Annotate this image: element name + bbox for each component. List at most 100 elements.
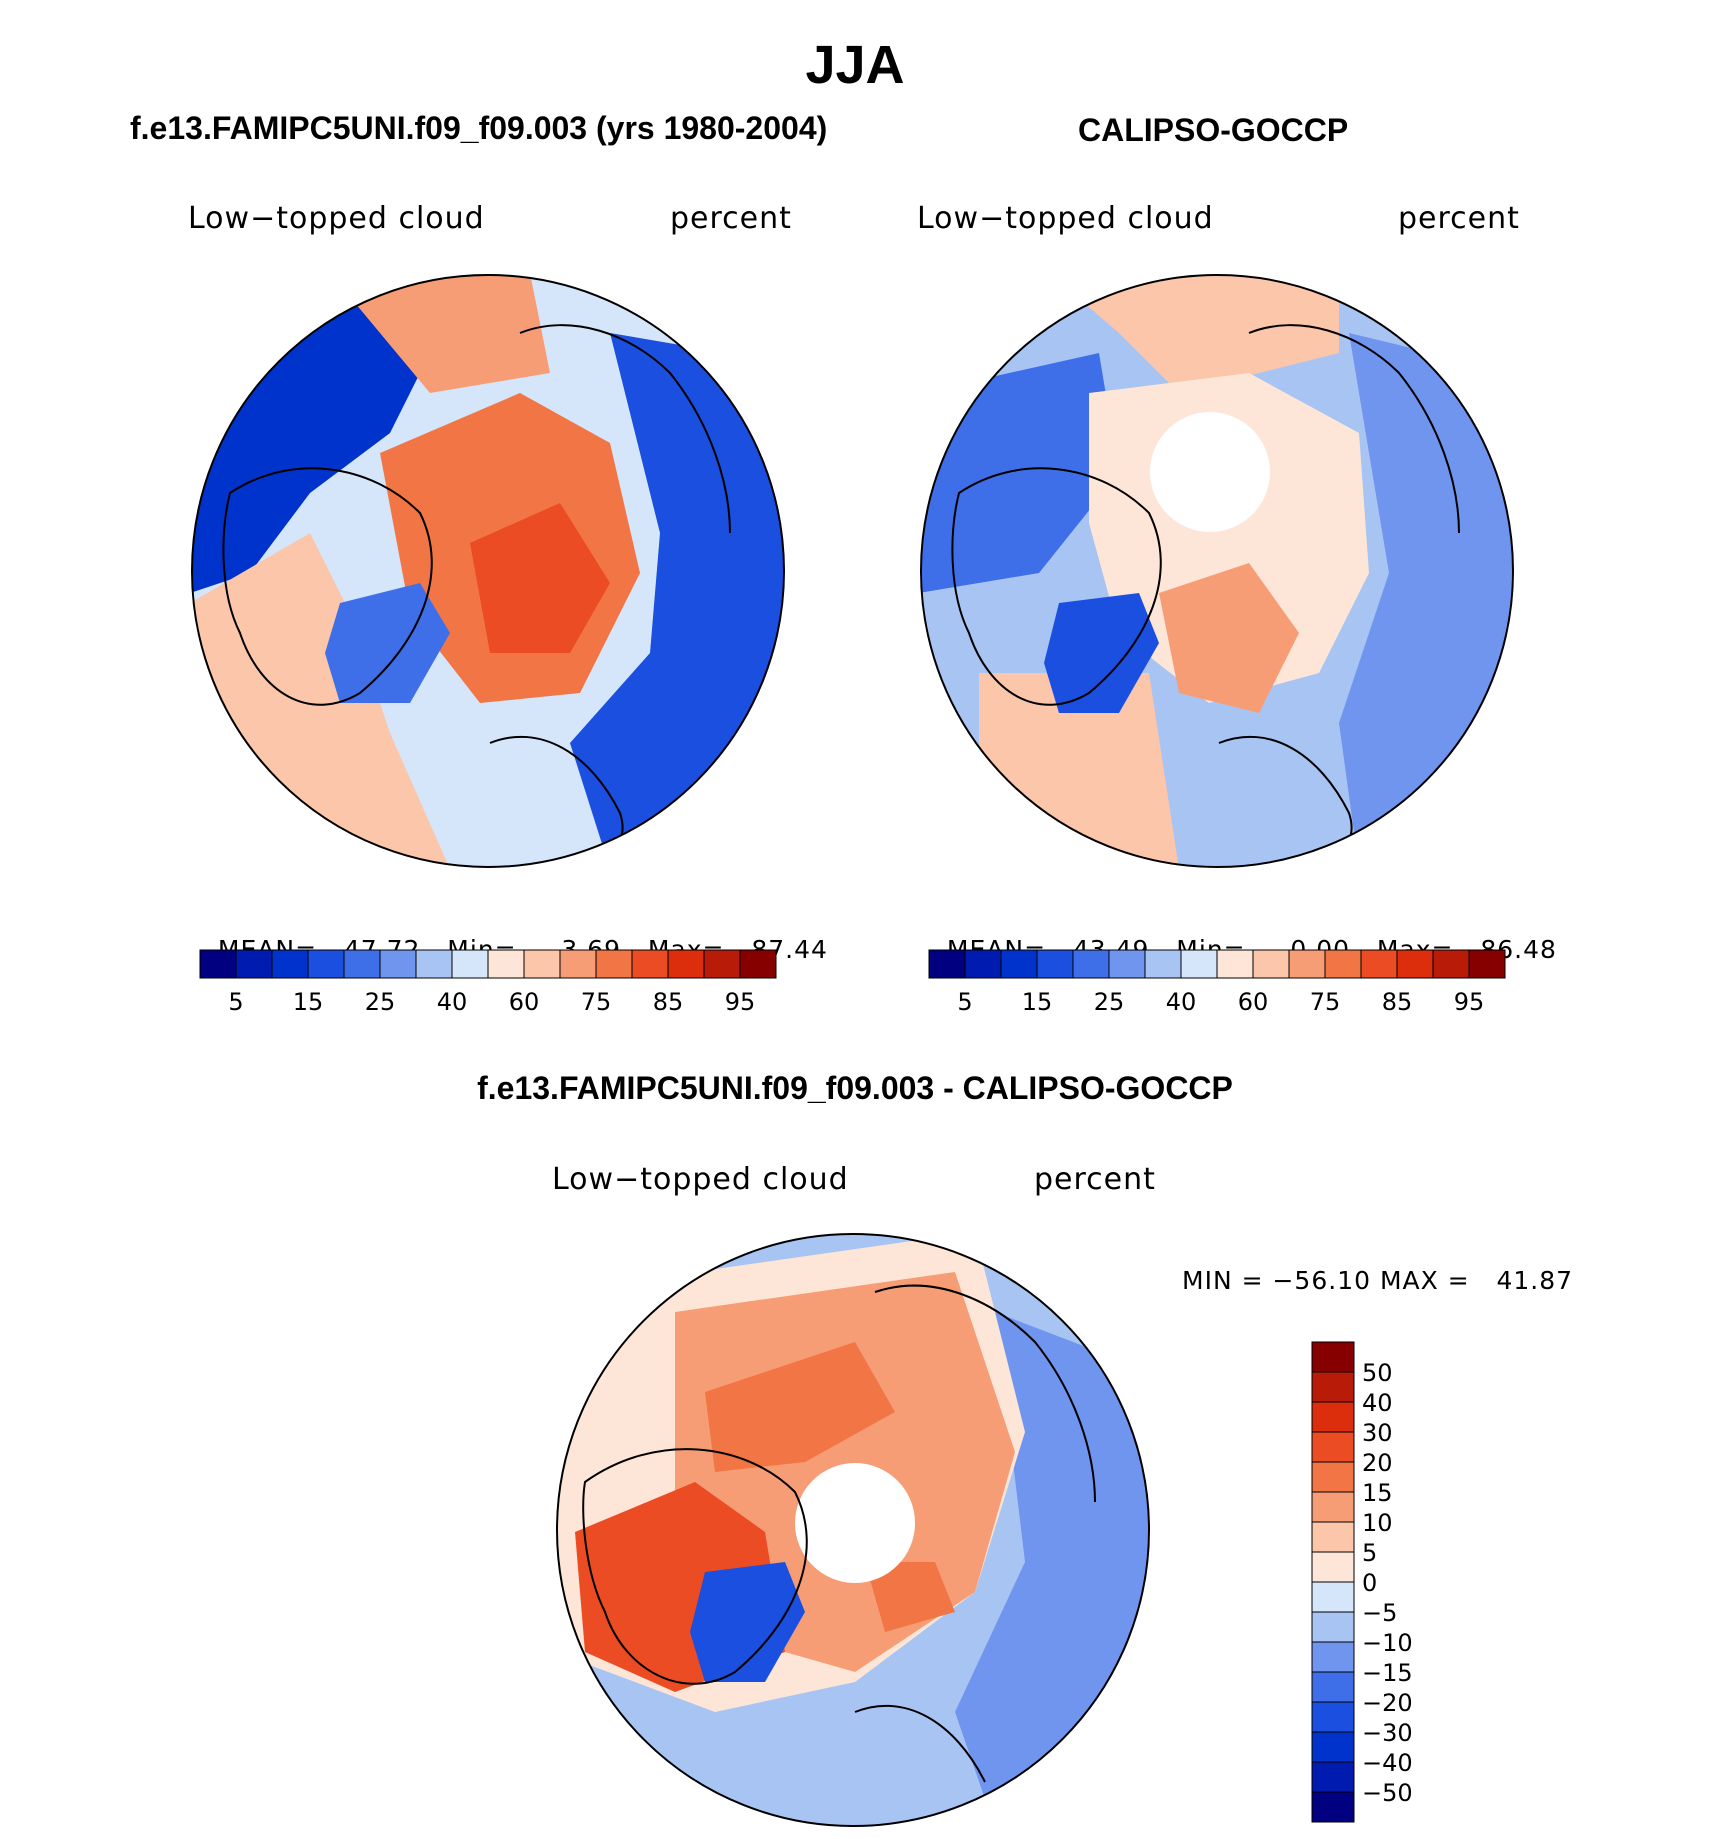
model-variable-label: Low−topped cloud xyxy=(188,201,485,236)
obs-colorbar-swatch xyxy=(964,949,1002,979)
obs-colorbar-tick-label: 25 xyxy=(1094,988,1125,1016)
model-colorbar-tick-label: 60 xyxy=(509,988,540,1016)
obs-variable-label: Low−topped cloud xyxy=(917,201,1214,236)
model-coastline xyxy=(222,467,433,706)
model-colorbar-swatch xyxy=(667,949,705,979)
diff-colorbar-swatch xyxy=(1311,1671,1355,1703)
obs-colorbar-swatch xyxy=(1396,949,1434,979)
obs-colorbar-tick-label: 85 xyxy=(1382,988,1413,1016)
obs-polar-map xyxy=(920,274,1514,868)
obs-colorbar-swatch xyxy=(928,949,966,979)
diff-polar-map xyxy=(556,1233,1150,1827)
diff-colorbar-tick-label: −10 xyxy=(1362,1629,1413,1657)
obs-colorbar-swatch xyxy=(1180,949,1218,979)
diff-variable-label: Low−topped cloud xyxy=(552,1162,849,1197)
diff-colorbar-swatch xyxy=(1311,1551,1355,1583)
diff-colorbar-swatch xyxy=(1311,1491,1355,1523)
obs-colorbar-swatch xyxy=(1072,949,1110,979)
diff-colorbar-swatch xyxy=(1311,1431,1355,1463)
diff-colorbar-tick-label: −50 xyxy=(1362,1779,1413,1807)
model-colorbar-tick-label: 40 xyxy=(437,988,468,1016)
model-colorbar-swatch xyxy=(703,949,741,979)
diff-units-label: percent xyxy=(1034,1162,1156,1197)
obs-colorbar-tick-label: 40 xyxy=(1166,988,1197,1016)
model-region-siberia-high xyxy=(330,275,550,393)
model-colorbar-swatch xyxy=(559,949,597,979)
obs-colorbar-swatch xyxy=(1360,949,1398,979)
obs-colorbar-tick-label: 95 xyxy=(1454,988,1485,1016)
model-polar-map xyxy=(191,274,785,868)
diff-colorbar-swatch xyxy=(1311,1641,1355,1673)
diff-panel-heading: f.e13.FAMIPC5UNI.f09_f09.003 - CALIPSO-G… xyxy=(477,1070,1233,1106)
diff-colorbar-tick-label: −5 xyxy=(1362,1599,1397,1627)
diff-colorbar-tick-label: 10 xyxy=(1362,1509,1393,1537)
diff-region-siberia xyxy=(705,1342,895,1472)
model-region-greenland xyxy=(325,583,450,703)
model-colorbar-swatch xyxy=(523,949,561,979)
diff-colorbar-tick-label: 50 xyxy=(1362,1359,1393,1387)
model-colorbar-swatch xyxy=(595,949,633,979)
obs-colorbar-swatch xyxy=(1108,949,1146,979)
model-colorbar-swatch xyxy=(199,949,237,979)
diff-minmax: MIN = −56.10 MAX = 41.87 xyxy=(1182,1266,1574,1295)
model-colorbar-tick-label: 95 xyxy=(725,988,756,1016)
model-coastline xyxy=(519,324,731,534)
diff-region-siberia xyxy=(865,1562,955,1632)
obs-coastline xyxy=(1248,324,1460,534)
obs-colorbar-swatch xyxy=(1144,949,1182,979)
diff-colorbar-swatch xyxy=(1311,1521,1355,1553)
model-region-arctic-core xyxy=(470,503,610,653)
obs-colorbar: 5 15 25 40 60 75 85 95 xyxy=(928,949,1506,1016)
obs-colorbar-tick-label: 75 xyxy=(1310,988,1341,1016)
diff-coastline xyxy=(874,1284,1096,1503)
model-colorbar-swatch xyxy=(379,949,417,979)
model-colorbar-tick-label: 75 xyxy=(581,988,612,1016)
model-colorbar-swatch xyxy=(739,949,777,979)
model-colorbar-tick-label: 15 xyxy=(293,988,324,1016)
diff-coastline xyxy=(854,1704,986,1783)
diff-colorbar-tick-label: −15 xyxy=(1362,1659,1413,1687)
obs-region-pacific-low xyxy=(921,353,1119,593)
model-colorbar-swatch xyxy=(451,949,489,979)
diff-colorbar-tick-label: −20 xyxy=(1362,1689,1413,1717)
obs-colorbar-tick-label: 60 xyxy=(1238,988,1269,1016)
diff-polar-data-gap xyxy=(795,1463,915,1583)
diff-colorbar-swatch xyxy=(1311,1401,1355,1433)
obs-colorbar-swatch xyxy=(1468,949,1506,979)
obs-colorbar-swatch xyxy=(1252,949,1290,979)
obs-colorbar-swatch xyxy=(1216,949,1254,979)
diff-colorbar-swatch xyxy=(1311,1341,1355,1373)
obs-colorbar-tick-label: 15 xyxy=(1022,988,1053,1016)
obs-colorbar-tick-label: 5 xyxy=(957,988,972,1016)
diff-colorbar-tick-label: 40 xyxy=(1362,1389,1393,1417)
model-colorbar-swatch xyxy=(307,949,345,979)
diff-colorbar-tick-label: −30 xyxy=(1362,1719,1413,1747)
obs-panel-heading: CALIPSO-GOCCP xyxy=(1078,112,1349,148)
model-colorbar-swatch xyxy=(235,949,273,979)
diff-colorbar-swatch xyxy=(1311,1701,1355,1733)
diff-coastline xyxy=(582,1448,808,1685)
diff-colorbar-tick-label: 30 xyxy=(1362,1419,1393,1447)
diff-colorbar-swatch xyxy=(1311,1371,1355,1403)
obs-region-north-atlantic xyxy=(1159,563,1299,713)
model-colorbar-tick-label: 5 xyxy=(228,988,243,1016)
diff-colorbar-swatch xyxy=(1311,1761,1355,1793)
obs-colorbar-swatch xyxy=(1036,949,1074,979)
diff-colorbar-tick-label: −40 xyxy=(1362,1749,1413,1777)
obs-colorbar-swatch xyxy=(1432,949,1470,979)
obs-coastline xyxy=(951,467,1162,706)
diff-region-greenland xyxy=(690,1562,805,1682)
model-colorbar-swatch xyxy=(487,949,525,979)
obs-colorbar-swatch xyxy=(1288,949,1326,979)
diff-colorbar-tick-label: 20 xyxy=(1362,1449,1393,1477)
obs-colorbar-swatch xyxy=(1324,949,1362,979)
model-colorbar: 5 15 25 40 60 75 85 95 xyxy=(199,949,777,1016)
diff-colorbar-tick-label: 0 xyxy=(1362,1569,1377,1597)
model-panel-heading: f.e13.FAMIPC5UNI.f09_f09.003 (yrs 1980-2… xyxy=(130,110,828,146)
model-colorbar-swatch xyxy=(271,949,309,979)
model-colorbar-swatch xyxy=(631,949,669,979)
diff-colorbar-tick-label: 15 xyxy=(1362,1479,1393,1507)
obs-colorbar-swatch xyxy=(1000,949,1038,979)
obs-polar-data-gap xyxy=(1150,412,1270,532)
